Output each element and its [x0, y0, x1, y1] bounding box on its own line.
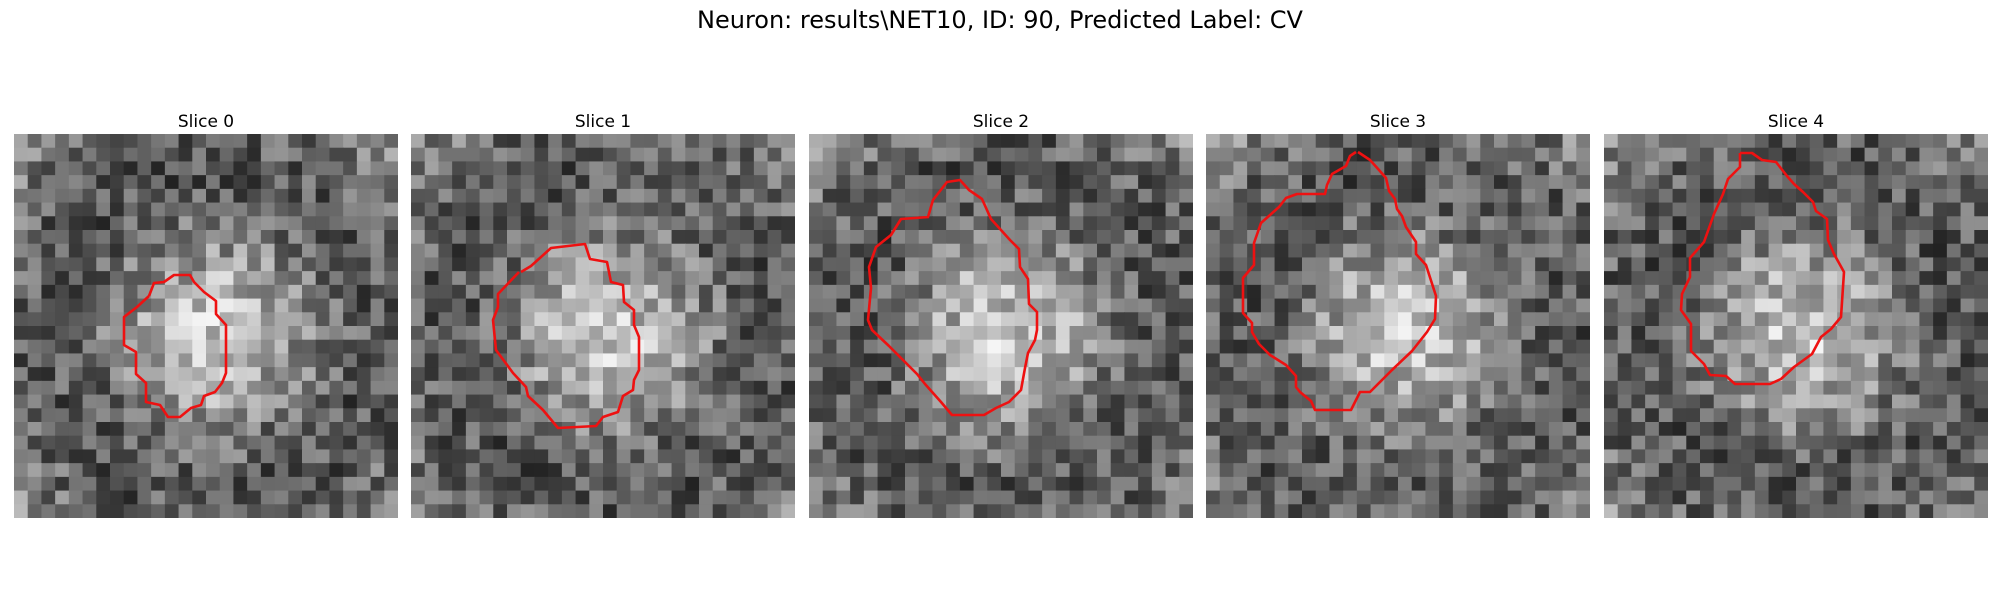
contour-outline-0: [122, 273, 228, 419]
pixel-grid-2: [809, 134, 1193, 518]
contour-outline-1: [491, 242, 641, 430]
slice-title-2: Slice 2: [972, 112, 1030, 132]
contour-outline-3: [1241, 150, 1438, 412]
slice-image-2: [809, 134, 1193, 518]
contour-outline-2: [866, 178, 1039, 417]
slice-panel-3: Slice 3: [1206, 110, 1590, 518]
slice-panel-0: Slice 0: [14, 110, 398, 518]
figure-title: Neuron: results\NET10, ID: 90, Predicted…: [697, 6, 1303, 34]
slice-image-0: [14, 134, 398, 518]
pixel-grid-1: [411, 134, 795, 518]
slice-panel-1: Slice 1: [411, 110, 795, 518]
slice-title-0: Slice 0: [177, 112, 235, 132]
slice-panel-2: Slice 2: [809, 110, 1193, 518]
slice-image-3: [1206, 134, 1590, 518]
slice-image-1: [411, 134, 795, 518]
slice-image-4: [1604, 134, 1988, 518]
slice-title-3: Slice 3: [1369, 112, 1427, 132]
pixel-grid-0: [14, 134, 398, 518]
pixel-grid-4: [1604, 134, 1988, 518]
slice-title-1: Slice 1: [574, 112, 632, 132]
slice-panel-4: Slice 4: [1604, 110, 1988, 518]
pixel-grid-3: [1206, 134, 1590, 518]
slice-title-4: Slice 4: [1767, 112, 1825, 132]
contour-outline-4: [1679, 151, 1846, 386]
